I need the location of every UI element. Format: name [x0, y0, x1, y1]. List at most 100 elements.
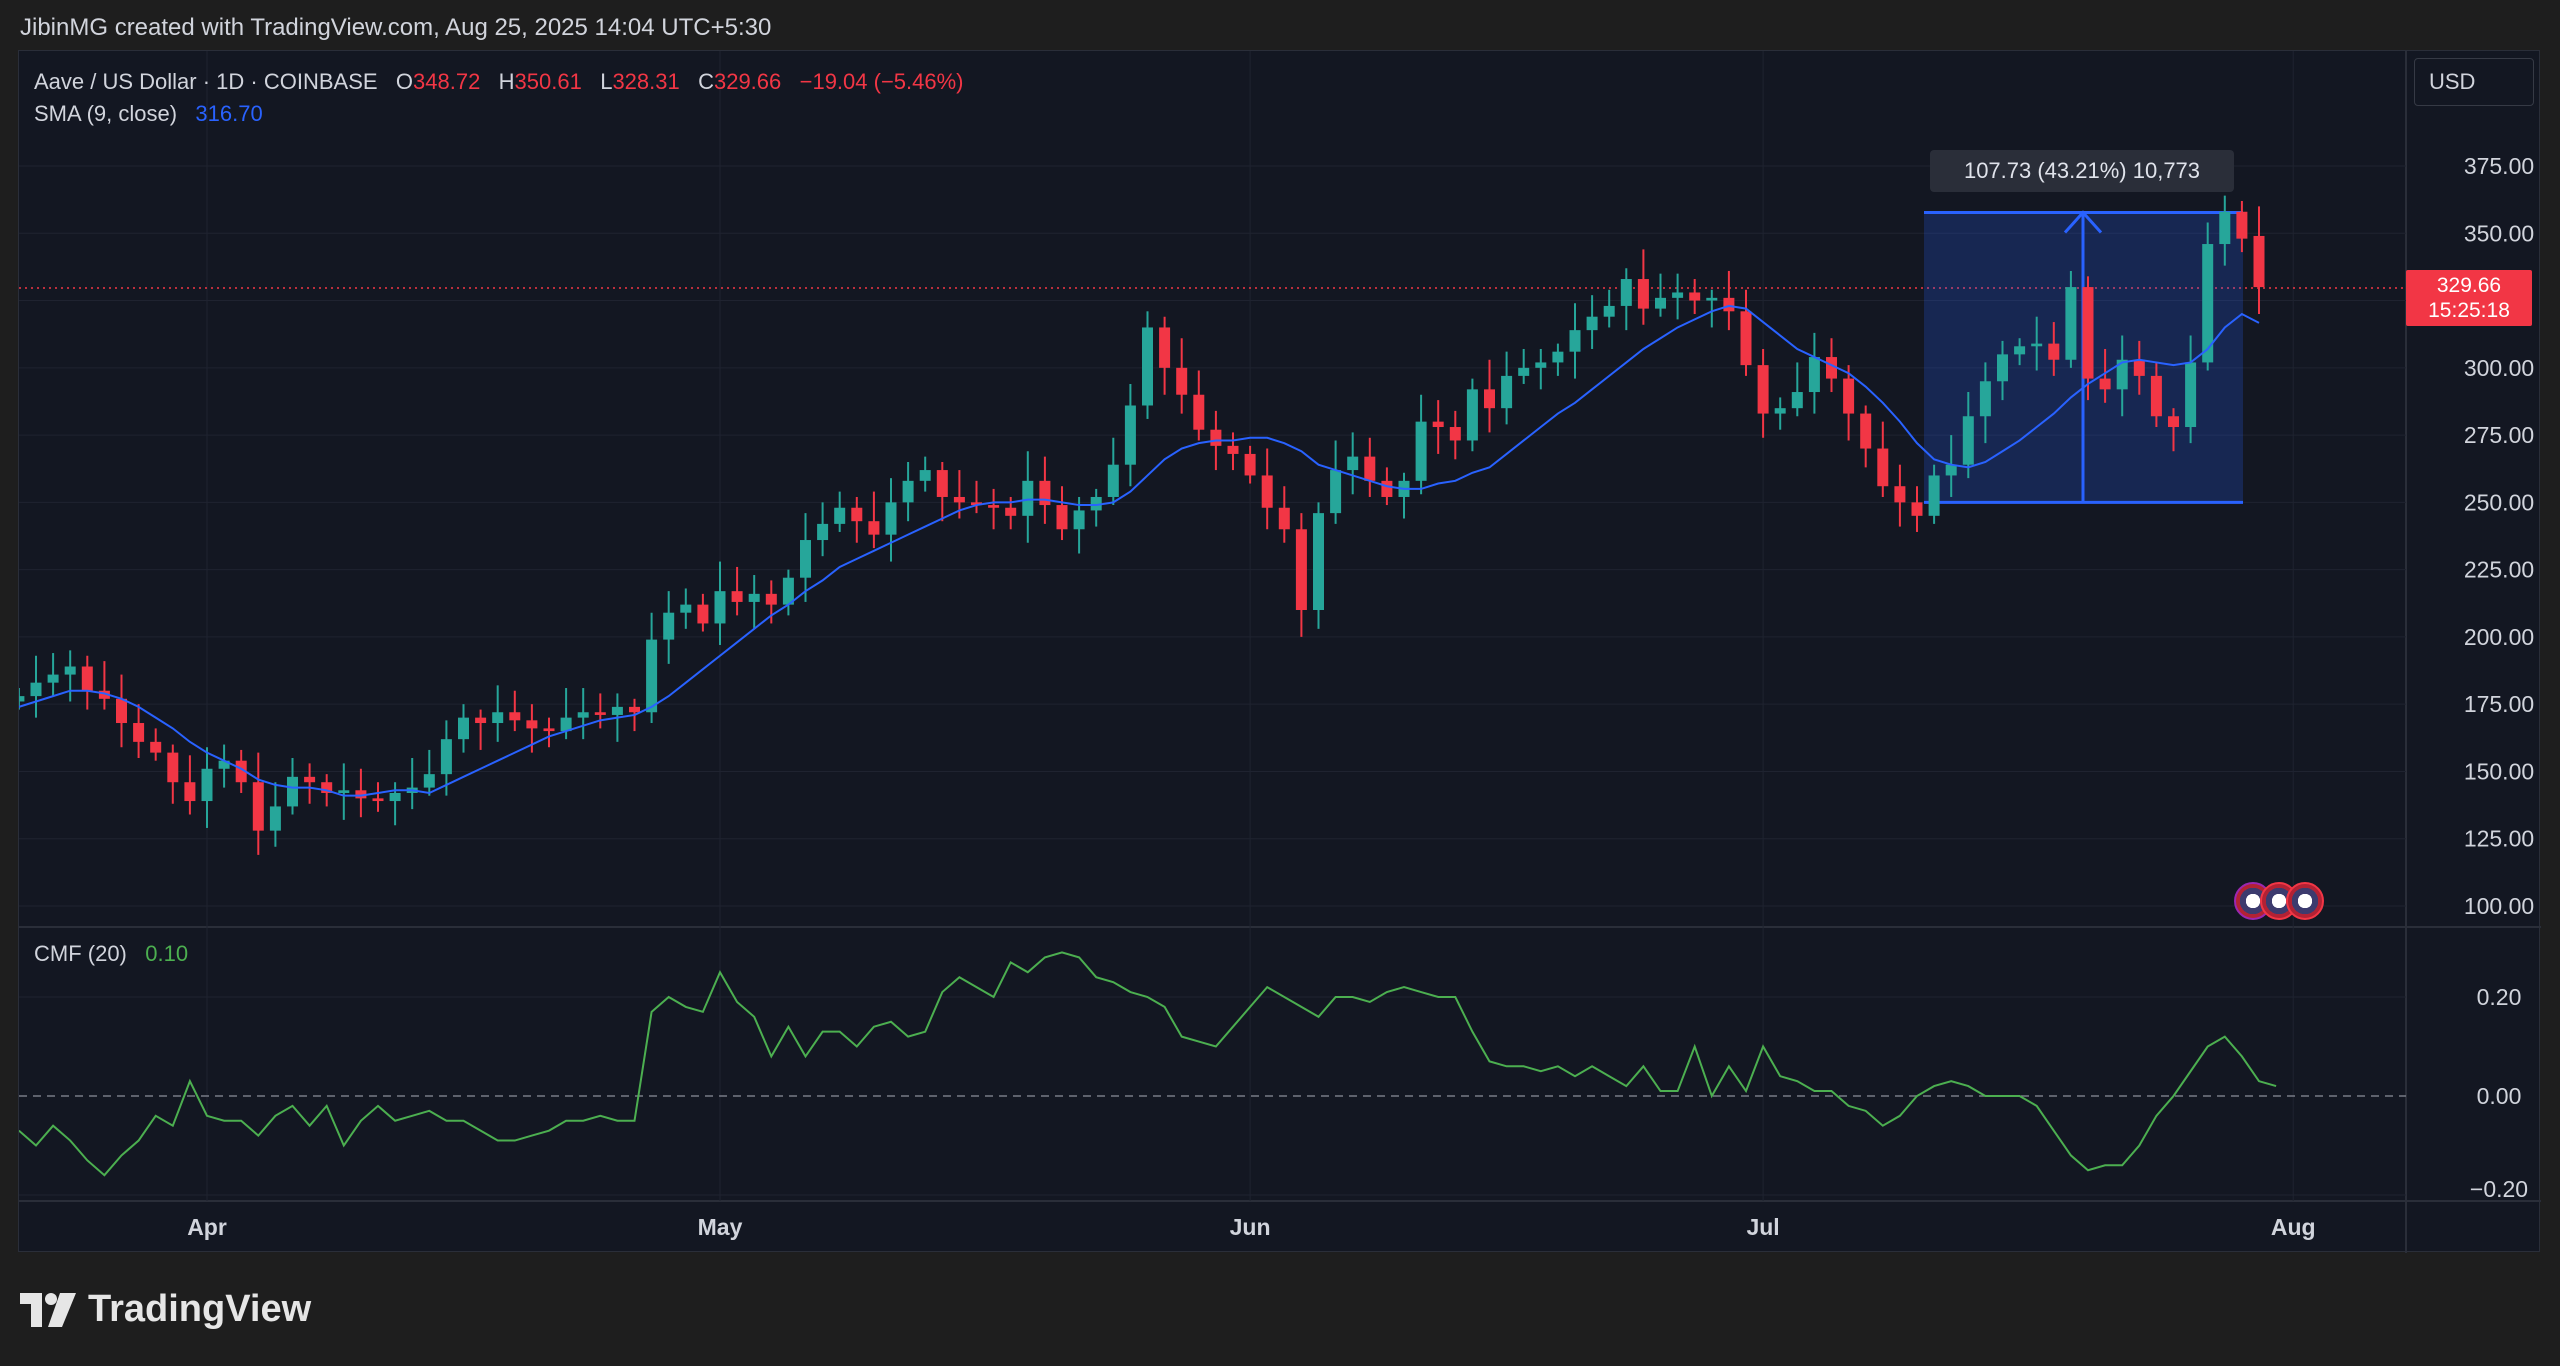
- price-tick-label: 125.00: [2464, 826, 2534, 852]
- candle-body: [577, 712, 589, 718]
- candle-body: [680, 604, 692, 613]
- candle-body: [1039, 480, 1051, 506]
- candle-body: [1518, 367, 1530, 376]
- high-value: 350.61: [514, 69, 582, 94]
- high-label: H: [498, 69, 515, 94]
- candle-body: [1210, 429, 1222, 446]
- candle-body: [782, 577, 794, 605]
- candle-body: [1740, 311, 1752, 366]
- candle-body: [184, 782, 196, 802]
- open-label: O: [395, 69, 414, 94]
- price-tick-label: 250.00: [2464, 489, 2534, 515]
- candle-body: [372, 798, 384, 802]
- chart-frame[interactable]: 100.00 125.00 150.00 175.00 200.00 225.00 250.…: [18, 50, 2541, 1253]
- candle-body: [1142, 327, 1153, 406]
- candle-body: [47, 674, 59, 683]
- candle-body: [1056, 505, 1068, 530]
- candle-body: [1843, 378, 1855, 414]
- candle-body: [765, 593, 777, 605]
- candle-body: [150, 741, 162, 753]
- candle-body: [287, 776, 298, 807]
- candle-body: [269, 806, 281, 831]
- candle-body: [116, 698, 127, 724]
- candle-body: [714, 591, 726, 624]
- candle-body: [1227, 445, 1239, 454]
- candle-body: [1962, 416, 1974, 465]
- time-tick-label: Jun: [1230, 1214, 1271, 1240]
- candle-body: [1330, 470, 1342, 514]
- candle-body: [2185, 362, 2197, 428]
- candle-body: [235, 760, 247, 783]
- candle-body: [133, 723, 145, 742]
- candle-body: [2031, 343, 2043, 347]
- candle-body: [834, 507, 846, 524]
- candle-body: [1997, 354, 2008, 382]
- candle-body: [509, 712, 521, 721]
- candle-body: [1364, 456, 1376, 481]
- candle-body: [1124, 405, 1136, 465]
- chart-canvas[interactable]: 100.00 125.00 150.00 175.00 200.00 225.00 250.…: [19, 51, 2541, 1253]
- time-axis: AprMayJunJulAugSep: [187, 1214, 2315, 1240]
- candle-body: [817, 523, 829, 541]
- candle-body: [971, 502, 982, 506]
- candle-body: [1090, 496, 1102, 511]
- last-price-value: 329.66: [2436, 274, 2502, 297]
- candle-body: [2014, 346, 2026, 355]
- candle-body: [1911, 502, 1923, 516]
- candle-body: [800, 540, 811, 578]
- candle-body: [936, 470, 948, 497]
- low-value: 328.31: [612, 69, 680, 94]
- candle-body: [1928, 475, 1940, 516]
- candle-body: [697, 604, 709, 624]
- candle-body: [1176, 367, 1188, 395]
- candle-body: [1466, 389, 1478, 441]
- candle-body: [2116, 359, 2128, 390]
- candle-body: [355, 790, 367, 799]
- price-tick-label: 225.00: [2464, 557, 2534, 583]
- sma-label[interactable]: SMA (9, close): [34, 101, 178, 126]
- candle-body: [868, 521, 880, 535]
- candle-body: [338, 790, 350, 793]
- cmf-label[interactable]: CMF (20): [34, 941, 127, 966]
- tradingview-logo-icon: [20, 1292, 76, 1327]
- price-tick-label: 300.00: [2464, 355, 2534, 381]
- symbol-title[interactable]: Aave / US Dollar · 1D · COINBASE: [34, 69, 378, 94]
- candle-body: [1449, 427, 1461, 441]
- candle-body: [1073, 510, 1085, 530]
- candle-body: [1894, 486, 1906, 503]
- candle-body: [218, 760, 230, 769]
- candle-body: [1808, 357, 1820, 393]
- candle-body: [919, 470, 931, 481]
- candle-body: [458, 717, 469, 740]
- candle-body: [1757, 365, 1769, 414]
- price-tick-label: 200.00: [2464, 624, 2534, 650]
- candle-body: [663, 612, 675, 640]
- candle-body: [1569, 330, 1581, 352]
- candle-body: [1484, 389, 1495, 409]
- candle-body: [1723, 297, 1735, 312]
- price-tick-label: 150.00: [2464, 758, 2534, 784]
- event-markers[interactable]: [2234, 882, 2334, 920]
- candle-body: [167, 752, 179, 783]
- candle-body: [851, 507, 863, 522]
- candle-body: [2202, 244, 2214, 363]
- close-label: C: [698, 69, 714, 94]
- candle-body: [2168, 416, 2179, 428]
- currency-selector[interactable]: USD: [2414, 58, 2534, 106]
- sma-line: [19, 304, 2260, 797]
- candle-body: [1432, 421, 1444, 428]
- open-value: 348.72: [413, 69, 481, 94]
- candle-body: [2150, 375, 2162, 417]
- us-flag-event-icon[interactable]: [2286, 882, 2324, 920]
- candle-body: [1603, 305, 1615, 317]
- candle-body: [1244, 453, 1256, 476]
- candle-body: [98, 690, 110, 699]
- candle-body: [885, 502, 897, 535]
- candle-body: [1706, 297, 1718, 301]
- cmf-legend: CMF (20) 0.10: [34, 941, 188, 967]
- candle-body: [64, 666, 76, 675]
- candle-body: [2099, 378, 2111, 390]
- candle-body: [1193, 394, 1205, 430]
- candle-body: [629, 706, 640, 713]
- candle-body: [646, 639, 658, 713]
